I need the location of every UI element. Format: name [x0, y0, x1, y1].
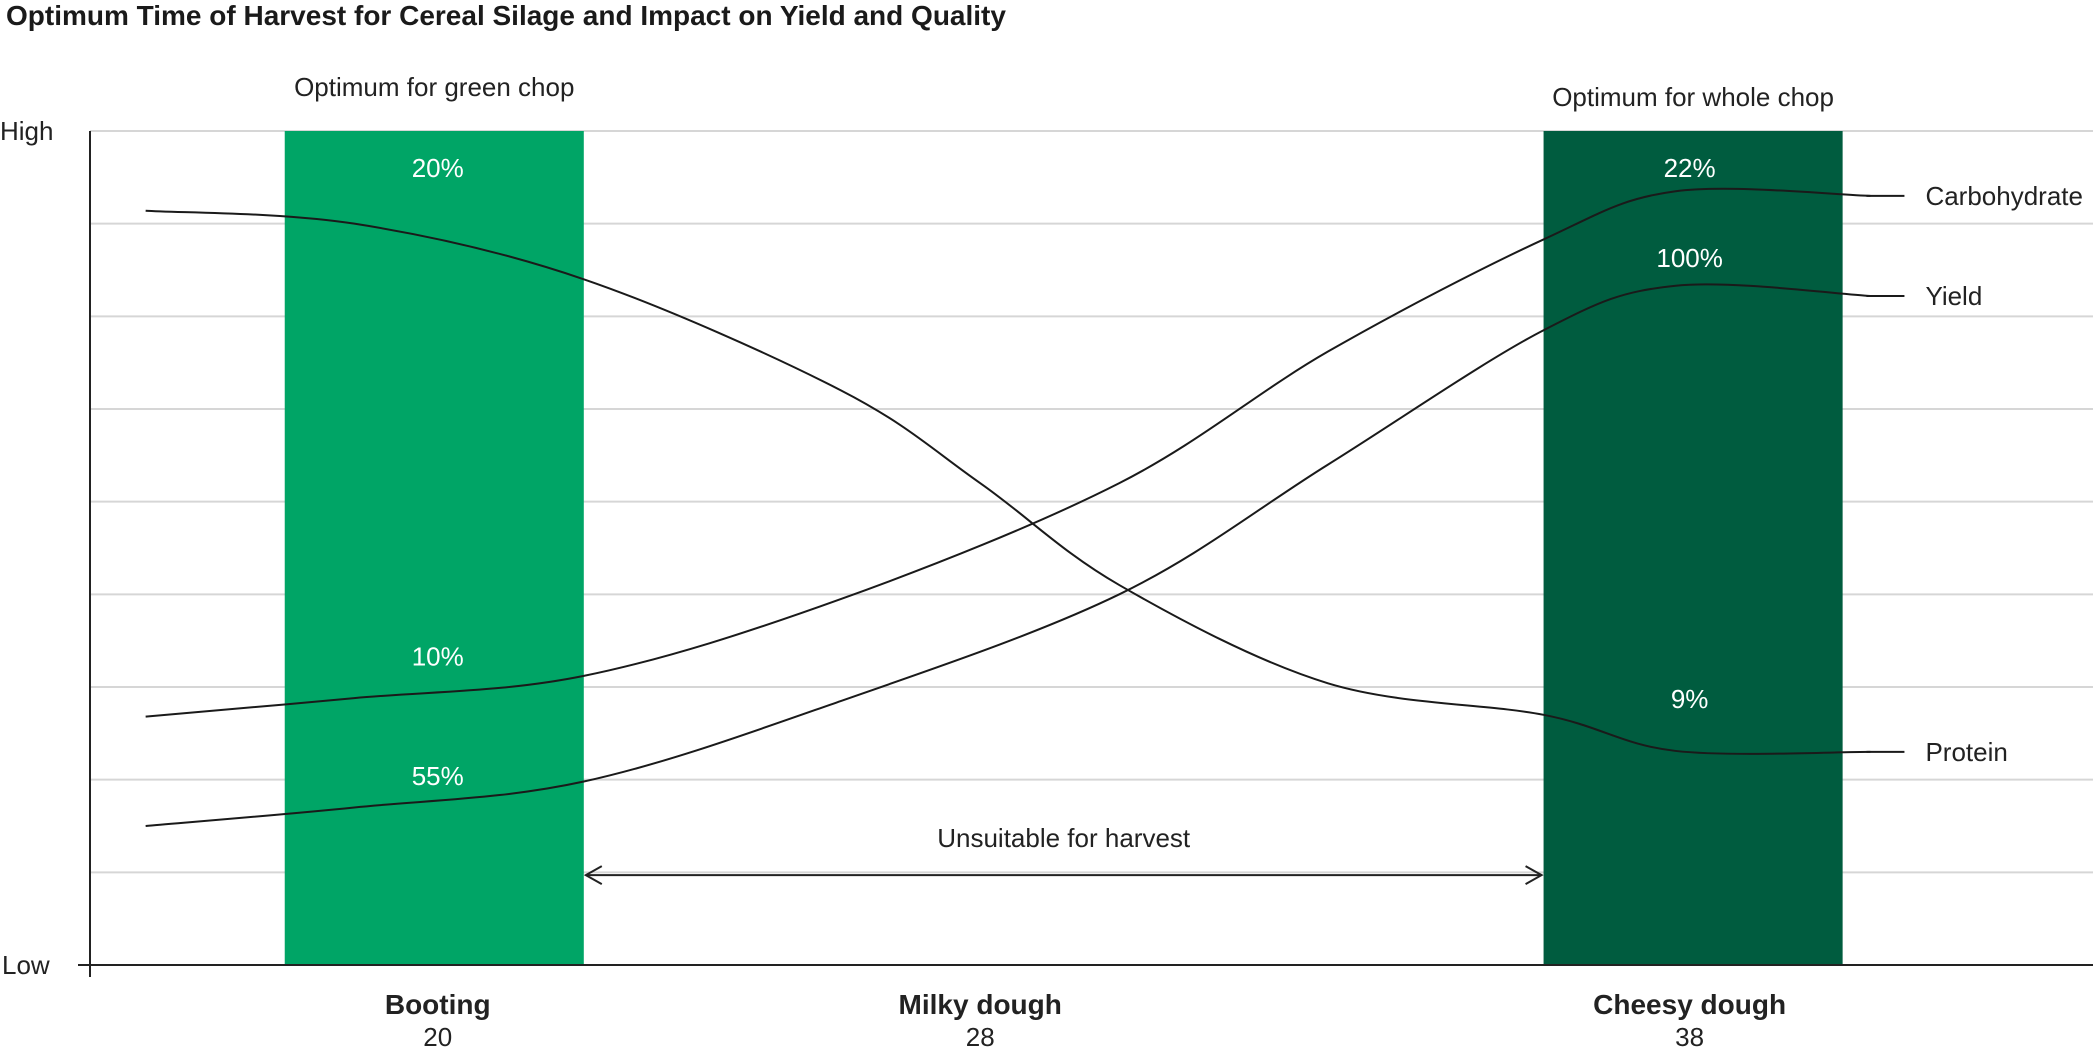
x-stage-name: Cheesy dough [1593, 989, 1786, 1020]
protein-line [145, 209, 1871, 755]
protein-label: Protein [1925, 737, 2007, 767]
percent-annotation: 9% [1671, 684, 1709, 714]
green-chop-band [284, 131, 584, 965]
x-stage-name: Booting [385, 989, 491, 1020]
carbohydrate-line [145, 187, 1871, 718]
percent-annotation: 10% [412, 641, 464, 671]
unsuitable-label: Unsuitable for harvest [937, 823, 1191, 853]
x-stage-value: 20 [423, 1022, 452, 1048]
x-stage-name: Milky dough [899, 989, 1062, 1020]
y-axis-high-label: High [0, 116, 53, 146]
percent-annotation: 22% [1664, 153, 1716, 183]
percent-annotation: 100% [1656, 243, 1723, 273]
y-axis-low-label: Low [2, 950, 50, 980]
x-stage-value: 28 [966, 1022, 995, 1048]
chart-title: Optimum Time of Harvest for Cereal Silag… [6, 0, 1006, 31]
percent-annotation: 20% [412, 153, 464, 183]
percent-annotation: 55% [412, 761, 464, 791]
whole-chop-label: Optimum for whole chop [1552, 82, 1834, 112]
yield-label: Yield [1925, 281, 1982, 311]
x-stage-value: 38 [1675, 1022, 1704, 1048]
yield-line [145, 283, 1871, 827]
green-chop-label: Optimum for green chop [294, 72, 574, 102]
carbohydrate-label: Carbohydrate [1925, 181, 2083, 211]
whole-chop-band [1543, 131, 1843, 965]
